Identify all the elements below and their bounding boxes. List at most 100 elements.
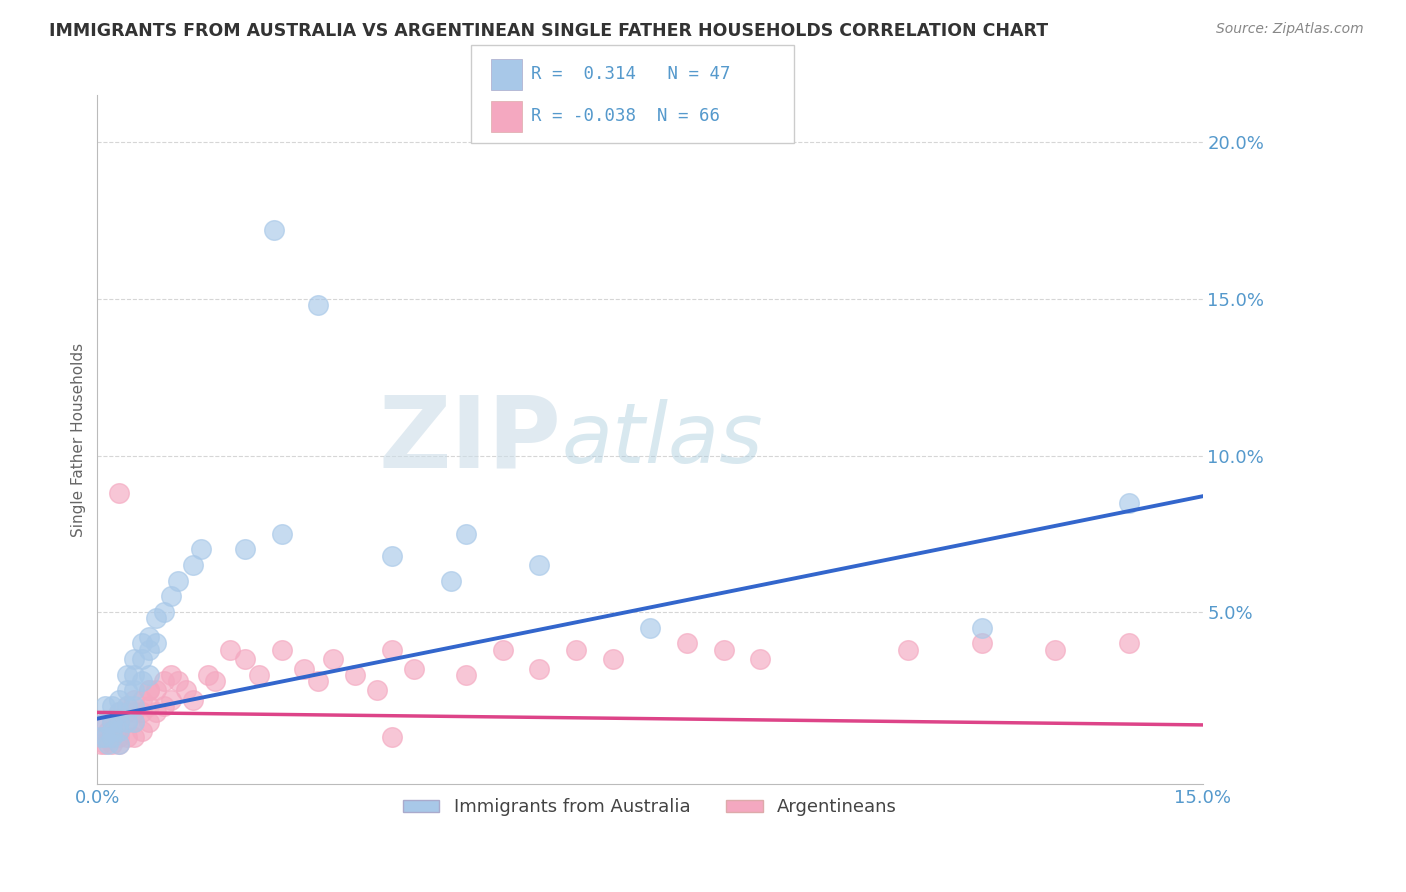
Point [638,621,661,635]
Point [292,661,315,675]
Point [897,642,920,657]
Point [122,714,145,729]
Point [108,724,131,739]
Point [565,642,588,657]
Point [101,737,124,751]
Point [233,652,256,666]
Point [167,674,190,689]
Point [181,558,204,573]
Point [115,699,138,714]
Point [138,667,160,681]
Point [970,621,993,635]
Point [138,714,160,729]
Point [307,298,329,312]
Point [138,699,160,714]
Point [108,737,131,751]
Point [101,699,124,714]
Point [108,724,131,739]
Point [675,636,697,650]
Point [90,731,112,745]
Point [174,683,197,698]
Point [454,526,477,541]
Point [263,223,285,237]
Point [108,706,131,720]
Point [197,667,219,681]
Point [93,699,115,714]
Point [97,737,120,751]
Point [90,731,112,745]
Point [381,642,404,657]
Point [108,486,131,500]
Text: ZIP: ZIP [378,392,561,488]
Point [101,714,124,729]
Point [122,667,145,681]
Point [131,636,153,650]
Point [270,526,292,541]
Text: R =  0.314   N = 47: R = 0.314 N = 47 [531,65,731,84]
Point [97,724,120,739]
Point [101,731,124,745]
Point [108,693,131,707]
Point [108,714,131,729]
Point [108,731,131,745]
Point [145,683,167,698]
Point [152,605,174,619]
Point [93,731,115,745]
Point [145,636,167,650]
Point [145,611,167,625]
Point [138,642,160,657]
Point [122,683,145,698]
Point [138,630,160,644]
Point [160,590,183,604]
Point [131,724,153,739]
Point [138,683,160,698]
Point [454,667,477,681]
Point [1118,495,1140,509]
Text: atlas: atlas [561,400,763,481]
Point [101,731,124,745]
Point [749,652,772,666]
Text: R = -0.038  N = 66: R = -0.038 N = 66 [531,107,720,126]
Point [344,667,367,681]
Point [122,731,145,745]
Point [440,574,463,588]
Point [307,674,329,689]
Point [491,642,513,657]
Point [122,714,145,729]
Point [970,636,993,650]
Point [122,706,145,720]
Point [138,683,160,698]
Point [529,661,551,675]
Point [115,699,138,714]
Point [131,706,153,720]
Point [90,737,112,751]
Point [115,706,138,720]
Legend: Immigrants from Australia, Argentineans: Immigrants from Australia, Argentineans [396,791,904,823]
Point [713,642,735,657]
Point [233,542,256,557]
Point [404,661,426,675]
Point [204,674,226,689]
Point [115,667,138,681]
Text: Source: ZipAtlas.com: Source: ZipAtlas.com [1216,22,1364,37]
Point [1118,636,1140,650]
Point [122,693,145,707]
Point [115,731,138,745]
Point [101,714,124,729]
Point [160,667,183,681]
Point [131,674,153,689]
Point [101,724,124,739]
Point [108,706,131,720]
Point [122,652,145,666]
Point [108,714,131,729]
Point [93,731,115,745]
Point [190,542,212,557]
Point [115,714,138,729]
Point [381,549,404,563]
Point [322,652,344,666]
Point [115,683,138,698]
Point [152,699,174,714]
Point [93,714,115,729]
Point [115,714,138,729]
Point [219,642,242,657]
